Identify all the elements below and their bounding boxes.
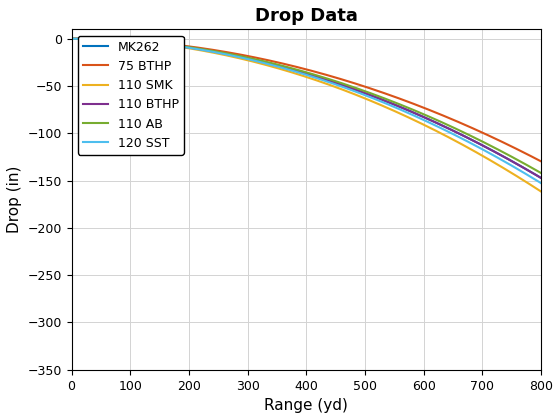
- 110 SMK: [192, 47, 199, 52]
- 120 SST: [365, 94, 372, 99]
- MK262: [137, 39, 143, 44]
- 110 SMK: [68, 36, 75, 41]
- 75 BTHP: [365, 85, 372, 90]
- 110 AB: [192, 45, 199, 50]
- 110 AB: [533, 168, 540, 173]
- 75 BTHP: [538, 159, 544, 164]
- 75 BTHP: [68, 36, 75, 41]
- 110 SMK: [282, 68, 288, 73]
- 75 BTHP: [132, 39, 138, 44]
- 110 BTHP: [538, 176, 544, 181]
- MK262: [538, 176, 544, 181]
- 110 BTHP: [68, 36, 75, 41]
- MK262: [365, 92, 372, 97]
- 110 AB: [282, 64, 288, 69]
- X-axis label: Range (yd): Range (yd): [264, 398, 348, 413]
- 110 BTHP: [365, 92, 372, 97]
- 110 AB: [132, 39, 138, 44]
- Line: 110 BTHP: 110 BTHP: [72, 39, 541, 178]
- Title: Drop Data: Drop Data: [255, 7, 358, 25]
- MK262: [68, 36, 75, 41]
- 75 BTHP: [192, 45, 199, 50]
- 110 SMK: [365, 97, 372, 102]
- Legend: MK262, 75 BTHP, 110 SMK, 110 BTHP, 110 AB, 120 SST: MK262, 75 BTHP, 110 SMK, 110 BTHP, 110 A…: [78, 36, 184, 155]
- 120 SST: [533, 178, 540, 183]
- 110 SMK: [137, 39, 143, 45]
- MK262: [282, 65, 288, 70]
- MK262: [533, 173, 540, 178]
- 75 BTHP: [282, 62, 288, 67]
- 120 SST: [192, 46, 199, 51]
- 120 SST: [538, 181, 544, 186]
- 75 BTHP: [533, 156, 540, 161]
- Line: 110 SMK: 110 SMK: [72, 39, 541, 192]
- 110 BTHP: [192, 46, 199, 51]
- 120 SST: [68, 36, 75, 41]
- 110 BTHP: [282, 65, 288, 70]
- MK262: [132, 39, 138, 44]
- 120 SST: [132, 39, 138, 44]
- 110 BTHP: [137, 39, 143, 44]
- Line: 75 BTHP: 75 BTHP: [72, 39, 541, 161]
- Y-axis label: Drop (in): Drop (in): [7, 166, 22, 233]
- 110 SMK: [538, 189, 544, 194]
- 120 SST: [282, 66, 288, 71]
- 110 SMK: [132, 39, 138, 44]
- Line: 120 SST: 120 SST: [72, 39, 541, 183]
- 110 AB: [68, 36, 75, 41]
- 110 AB: [365, 90, 372, 95]
- 110 AB: [538, 171, 544, 176]
- 120 SST: [137, 39, 143, 45]
- Line: MK262: MK262: [72, 39, 541, 178]
- MK262: [192, 46, 199, 51]
- Line: 110 AB: 110 AB: [72, 39, 541, 173]
- 75 BTHP: [137, 39, 143, 44]
- 110 SMK: [533, 186, 540, 191]
- 110 BTHP: [132, 39, 138, 44]
- 110 AB: [137, 39, 143, 44]
- 110 BTHP: [533, 173, 540, 178]
